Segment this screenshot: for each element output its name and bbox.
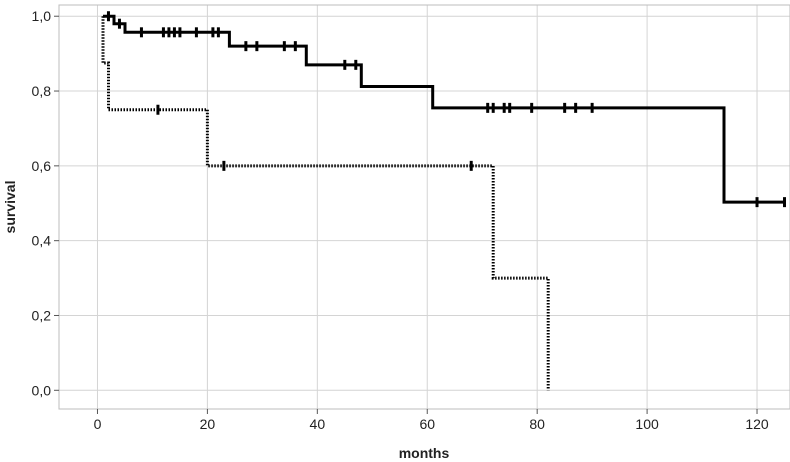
x-tick-label: 80	[529, 416, 545, 432]
y-tick-label: 0,0	[32, 382, 52, 398]
x-axis-title: months	[399, 445, 450, 461]
x-tick-label: 40	[310, 416, 326, 432]
y-tick-label: 1,0	[32, 8, 52, 24]
y-tick-label: 0,6	[32, 158, 52, 174]
x-tick-label: 120	[745, 416, 769, 432]
plot-frame	[58, 4, 790, 410]
survival-curve-dotted	[101, 16, 550, 391]
series-layer	[101, 11, 787, 391]
x-tick-label: 100	[635, 416, 659, 432]
x-axis-ticks: 0 20 40 60 80 100 120	[94, 409, 769, 432]
grid-lines	[59, 5, 790, 409]
y-tick-label: 0,8	[32, 83, 52, 99]
y-tick-label: 0,4	[32, 233, 52, 249]
y-tick-label: 0,2	[32, 307, 52, 323]
x-tick-label: 60	[419, 416, 435, 432]
x-tick-label: 0	[94, 416, 102, 432]
y-axis-ticks: 0,0 0,2 0,4 0,6 0,8 1,0	[32, 8, 59, 398]
x-tick-label: 20	[200, 416, 216, 432]
y-axis-title: survival	[2, 181, 18, 234]
